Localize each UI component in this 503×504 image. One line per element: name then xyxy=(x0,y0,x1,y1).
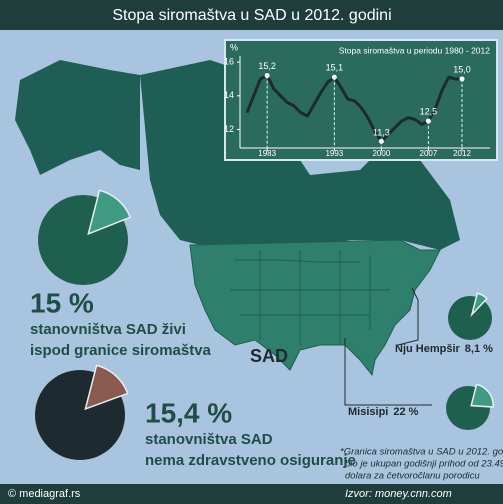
x-tick-label: 2007 xyxy=(420,149,438,158)
y-tick-label: 12 xyxy=(224,124,234,134)
x-tick-label: 2012 xyxy=(453,149,471,158)
line-chart-title: Stopa siromaštva u periodu 1980 - 2012 xyxy=(339,45,490,55)
pie-slice xyxy=(470,383,494,408)
y-tick-label: 16 xyxy=(224,56,234,66)
pie-value: 15,4 % xyxy=(145,397,232,428)
footnote: *Granica siromaštva u SAD u 2012. godini xyxy=(340,447,503,458)
x-tick-label: 1993 xyxy=(325,149,343,158)
map-label: SAD xyxy=(250,346,288,366)
pie-caption: stanovništva SAD xyxy=(145,431,273,448)
y-tick-label: 14 xyxy=(224,90,234,100)
title: Stopa siromaštva u SAD u 2012. godini xyxy=(112,7,391,24)
map xyxy=(15,60,460,377)
state-borders xyxy=(230,250,390,345)
pie-base xyxy=(448,296,492,340)
data-label: 15,0 xyxy=(453,64,471,74)
pie-slice xyxy=(84,364,129,411)
alaska xyxy=(15,60,140,175)
state-name: Nju Hempšir xyxy=(395,343,461,355)
point xyxy=(459,76,465,82)
state-name: Misisipi xyxy=(348,406,388,418)
pointer xyxy=(397,287,419,346)
pie-name: Nju Hempšir 8,1 % xyxy=(395,343,493,355)
pie-slice xyxy=(87,189,132,236)
copyright: © mediagraf.rs xyxy=(8,488,81,500)
pie-value: 15 % xyxy=(30,287,94,318)
data-label: 15,2 xyxy=(258,61,276,71)
usa xyxy=(189,239,441,377)
data-label: 11,3 xyxy=(373,128,390,138)
point xyxy=(425,118,431,124)
title-bar xyxy=(0,0,503,30)
line-chart-panel xyxy=(224,39,498,161)
line xyxy=(245,74,462,143)
data-label: 12,5 xyxy=(420,106,438,116)
state-value: 8,1 % xyxy=(465,343,493,355)
pie-caption: nema zdravstveno osiguranje xyxy=(145,452,356,469)
pie-caption: stanovništva SAD živi xyxy=(30,321,186,338)
x-tick-label: 1983 xyxy=(258,149,276,158)
pie-caption: ispod granice siromaštva xyxy=(30,342,212,359)
point xyxy=(264,73,270,79)
footnote: bio je ukupan godišnji prihod od 23.492 xyxy=(345,459,503,470)
x-tick-label: 2000 xyxy=(372,149,390,158)
source: Izvor: money.cnn.com xyxy=(345,488,452,500)
point xyxy=(378,138,384,144)
data-label: 15,1 xyxy=(326,63,344,73)
pie-name: Misisipi 22 % xyxy=(348,406,419,418)
point xyxy=(331,74,337,80)
pointer xyxy=(344,338,432,406)
state-value: 22 % xyxy=(393,406,418,418)
footer-bar xyxy=(0,484,503,504)
footnote: dolara za četvoročlanu porodicu xyxy=(345,471,480,482)
pie-slice xyxy=(470,292,489,318)
canada xyxy=(140,60,460,250)
y-axis-label: % xyxy=(230,42,238,52)
